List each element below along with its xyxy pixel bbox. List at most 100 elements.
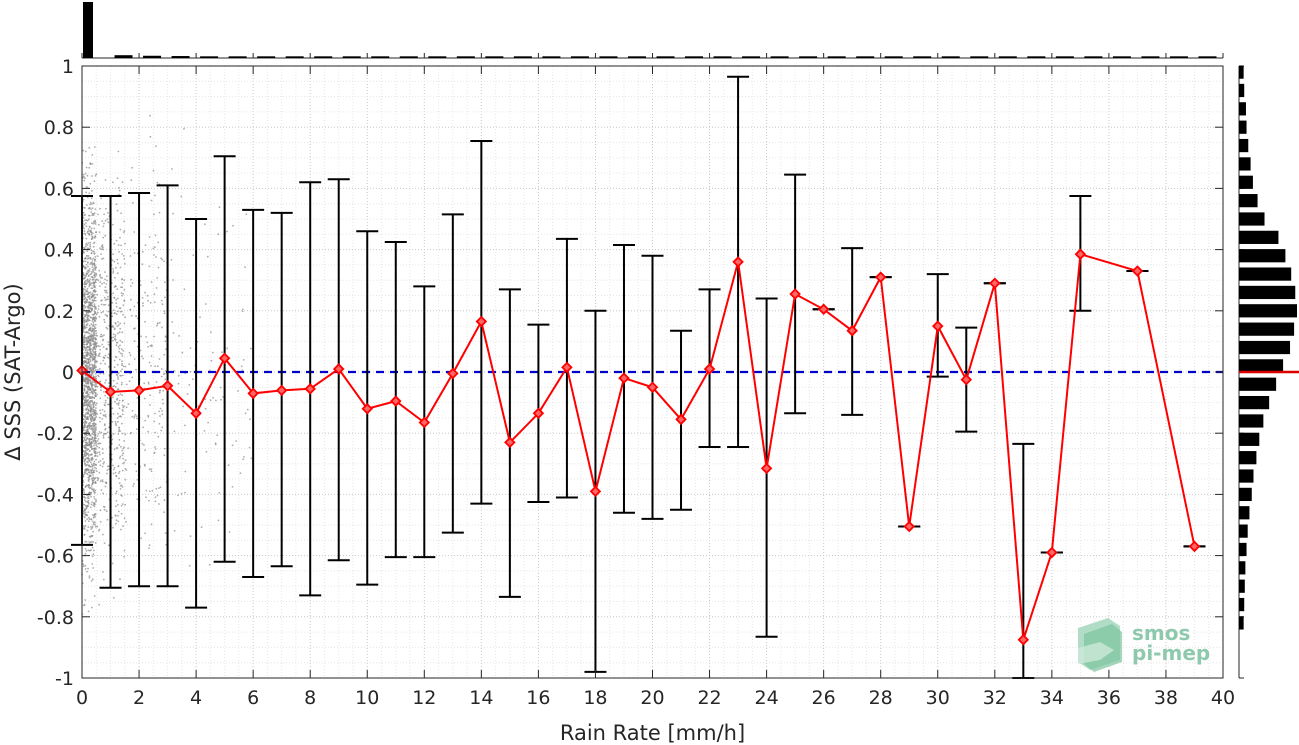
scatter-point: [119, 266, 122, 269]
scatter-point: [120, 348, 123, 351]
data-marker: [618, 372, 630, 384]
scatter-point: [93, 289, 96, 291]
scatter-point: [93, 293, 96, 296]
scatter-point: [84, 469, 86, 471]
scatter-point: [118, 324, 120, 326]
scatter-point: [90, 222, 93, 224]
scatter-point: [84, 516, 86, 519]
scatter-point: [84, 540, 86, 543]
scatter-point: [120, 484, 123, 487]
scatter-point: [148, 499, 150, 502]
scatter-point: [124, 242, 126, 245]
scatter-point: [103, 391, 105, 393]
scatter-point: [92, 489, 95, 492]
scatter-point: [157, 241, 160, 244]
scatter-point: [115, 492, 117, 494]
scatter-point: [127, 447, 130, 450]
scatter-point: [82, 357, 85, 360]
scatter-point: [89, 257, 92, 260]
scatter-point: [91, 163, 94, 165]
scatter-point: [102, 571, 104, 573]
scatter-cloud: [81, 114, 253, 615]
scatter-point: [89, 535, 92, 538]
scatter-point: [124, 365, 127, 368]
scatter-point: [99, 285, 101, 287]
scatter-point: [114, 276, 116, 279]
scatter-point: [89, 304, 92, 307]
scatter-point: [160, 375, 163, 378]
scatter-point: [94, 327, 97, 330]
scatter-point: [101, 299, 103, 301]
scatter-point: [91, 359, 94, 362]
scatter-point: [100, 333, 102, 336]
scatter-point: [123, 262, 126, 265]
scatter-point: [118, 399, 121, 402]
scatter-point: [88, 284, 91, 286]
scatter-point: [91, 335, 94, 338]
right-hist-bar: [1239, 359, 1284, 373]
scatter-point: [88, 471, 91, 474]
scatter-point: [159, 486, 162, 489]
scatter-point: [91, 207, 94, 210]
scatter-point: [123, 231, 125, 234]
scatter-point: [93, 447, 96, 450]
scatter-point: [91, 387, 94, 390]
scatter-point: [122, 457, 124, 460]
scatter-point: [123, 549, 126, 552]
scatter-point: [85, 273, 88, 276]
scatter-point: [92, 242, 95, 245]
scatter-point: [86, 262, 89, 264]
scatter-point: [89, 308, 91, 310]
scatter-point: [90, 420, 93, 423]
right-hist-bar: [1239, 395, 1270, 410]
scatter-point: [90, 369, 93, 372]
right-hist-bar: [1239, 267, 1292, 281]
scatter-point: [103, 508, 106, 511]
scatter-point: [93, 355, 95, 358]
scatter-point: [90, 211, 93, 213]
scatter-point: [84, 150, 87, 153]
scatter-point: [88, 401, 90, 404]
scatter-point: [112, 413, 115, 415]
scatter-point: [95, 423, 97, 426]
scatter-point: [82, 211, 85, 214]
scatter-point: [90, 233, 93, 236]
scatter-point: [246, 408, 249, 411]
data-marker: [817, 303, 830, 316]
scatter-point: [141, 250, 144, 253]
right-hist-bar: [1239, 451, 1257, 465]
scatter-point: [93, 401, 96, 403]
scatter-point: [94, 523, 96, 526]
scatter-point: [148, 265, 151, 268]
scatter-point: [89, 354, 92, 357]
scatter-point: [133, 305, 136, 308]
scatter-point: [115, 266, 117, 269]
scatter-point: [124, 433, 127, 436]
scatter-point: [89, 349, 91, 352]
scatter-point: [118, 193, 120, 196]
scatter-point: [119, 327, 122, 330]
scatter-point: [86, 346, 89, 349]
scatter-point: [218, 206, 221, 209]
scatter-point: [242, 359, 245, 361]
scatter-point: [82, 198, 85, 201]
scatter-point: [90, 366, 92, 369]
scatter-point: [88, 403, 91, 406]
scatter-point: [91, 175, 93, 177]
scatter-point: [148, 361, 151, 364]
scatter-point: [106, 465, 109, 468]
scatter-point: [89, 360, 92, 363]
scatter-point: [86, 340, 89, 343]
scatter-point: [119, 430, 122, 432]
logo-text-smos: smos: [1132, 621, 1190, 645]
scatter-point: [90, 323, 93, 325]
scatter-point: [129, 308, 132, 311]
scatter-point: [89, 245, 92, 248]
scatter-point: [157, 266, 160, 269]
right-histogram: [1238, 65, 1299, 679]
scatter-point: [100, 197, 102, 200]
scatter-point: [94, 256, 97, 258]
scatter-point: [87, 408, 90, 411]
scatter-point: [97, 442, 100, 445]
scatter-point: [90, 374, 93, 377]
